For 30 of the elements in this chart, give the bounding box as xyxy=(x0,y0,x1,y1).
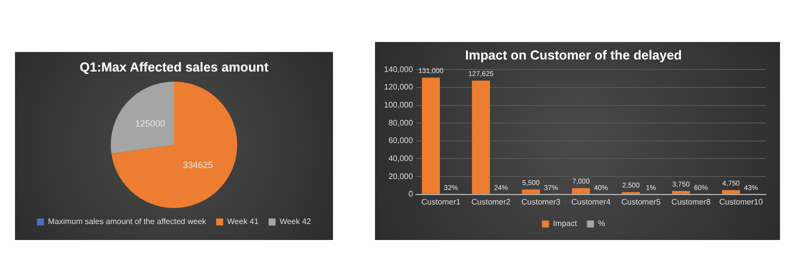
data-label: 334625 xyxy=(182,160,213,170)
bar xyxy=(472,80,490,194)
legend-label: Week 41 xyxy=(227,217,260,226)
y-tick-label: 60,000 xyxy=(388,136,414,146)
y-tick-label: 140,000 xyxy=(384,64,414,74)
bar xyxy=(672,191,690,194)
x-tick-label: Customer10 xyxy=(719,197,764,206)
y-tick-label: 40,000 xyxy=(388,154,414,163)
x-tick-label: Customer1 xyxy=(421,197,462,206)
y-tick-label: 0 xyxy=(408,190,414,199)
legend-label: Week 42 xyxy=(280,217,312,226)
legend-label: Impact xyxy=(552,219,578,228)
chart-title: Q1:Max Affected sales amount xyxy=(80,59,270,74)
data-label: 125000 xyxy=(135,118,166,129)
x-tick-label: Customer4 xyxy=(571,197,612,206)
y-tick-label: 20,000 xyxy=(388,172,414,181)
x-tick-label: Customer5 xyxy=(621,197,662,206)
bar xyxy=(722,190,740,194)
y-tick-label: 80,000 xyxy=(388,118,414,128)
x-tick-label: Customer8 xyxy=(671,197,712,206)
chart-title: Impact on Customer of the delayed xyxy=(465,47,682,62)
legend-label: Maximum sales amount of the affected week xyxy=(48,217,208,226)
x-tick-label: Customer3 xyxy=(521,197,562,206)
bar xyxy=(572,188,590,194)
y-tick-label: 100,000 xyxy=(384,100,414,110)
legend-label: % xyxy=(598,219,606,228)
bar xyxy=(522,189,540,194)
x-tick-label: Customer2 xyxy=(471,197,512,206)
bar xyxy=(422,78,440,194)
y-tick-label: 120,000 xyxy=(384,82,414,92)
